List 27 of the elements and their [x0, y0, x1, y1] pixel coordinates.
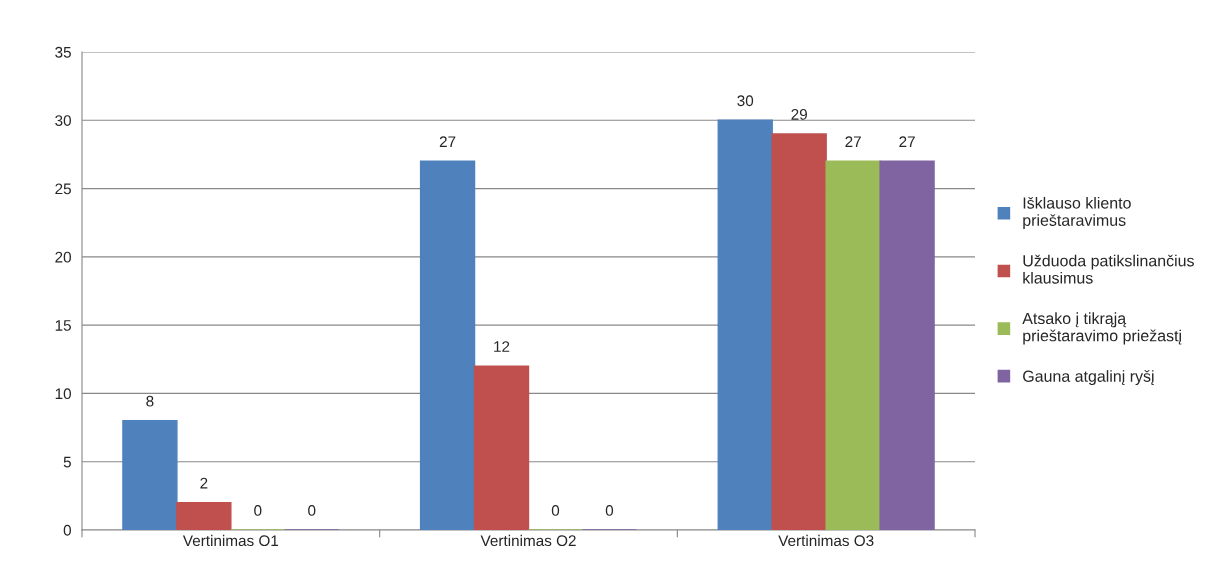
data-label: 0 — [605, 505, 614, 516]
legend-label: Atsako į tikrąją prieštaravimo priežastį — [1022, 312, 1182, 345]
y-tick-label: 25 — [55, 183, 71, 195]
data-label: 29 — [791, 108, 807, 120]
data-label: 2 — [200, 477, 208, 489]
data-label: 27 — [439, 136, 456, 147]
x-tick-label: Vertinimas O3 — [778, 534, 874, 547]
data-label: 8 — [146, 395, 154, 407]
y-tick-label: 15 — [55, 320, 71, 331]
legend-label: Išklauso kliento prieštaravimus — [1023, 196, 1131, 230]
data-label: 27 — [845, 136, 861, 147]
y-tick-label: 0 — [63, 524, 71, 536]
y-tick-label: 35 — [55, 46, 71, 58]
y-tick-label: 30 — [55, 115, 71, 126]
data-label: 0 — [254, 505, 262, 516]
data-label: 12 — [494, 341, 510, 352]
y-tick-label: 20 — [55, 251, 71, 263]
y-tick-label: 10 — [55, 388, 71, 400]
data-label: 27 — [899, 136, 915, 147]
data-label: 0 — [308, 505, 316, 516]
data-label: 0 — [551, 505, 560, 516]
y-tick-label: 5 — [63, 456, 71, 468]
legend-label: Gauna atgalinį ryšį — [1023, 370, 1154, 386]
data-label: 30 — [737, 95, 754, 107]
x-tick-label: Vertinimas O2 — [480, 534, 576, 547]
legend-label: Užduoda patikslinančius klausimus — [1023, 254, 1194, 284]
x-tick-label: Vertinimas O1 — [182, 534, 279, 547]
